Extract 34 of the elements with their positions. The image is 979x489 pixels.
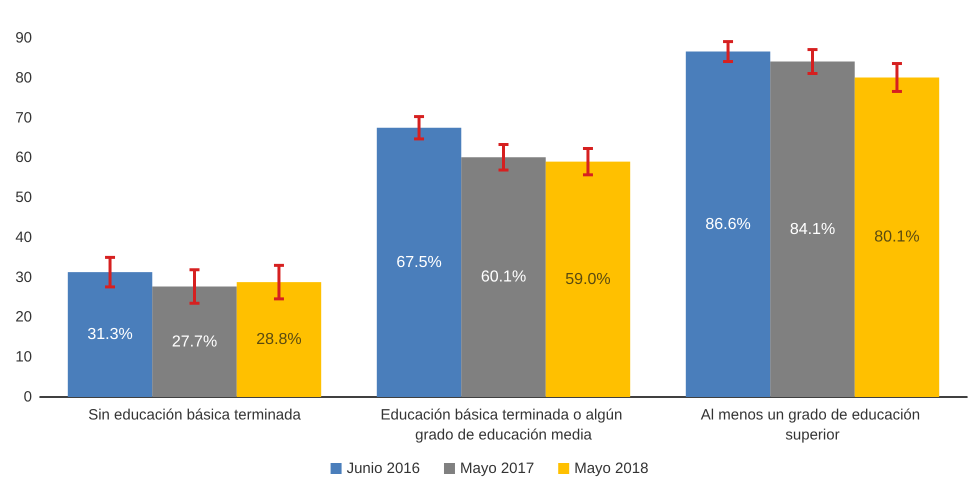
y-tick-label: 20 xyxy=(15,308,32,326)
bar xyxy=(854,77,940,397)
y-tick-label: 60 xyxy=(15,149,32,166)
legend-label: Mayo 2018 xyxy=(574,460,648,477)
data-label: 60.1% xyxy=(480,268,526,286)
y-tick-label: 70 xyxy=(15,109,32,126)
y-tick-label: 90 xyxy=(15,30,32,46)
x-tick-label: Educación básica terminada o algún grado de educación media xyxy=(380,406,626,444)
bar xyxy=(236,282,322,397)
y-tick-label: 50 xyxy=(15,189,32,206)
y-tick-label: 80 xyxy=(15,69,32,86)
bar xyxy=(152,286,237,397)
data-label: 59.0% xyxy=(565,270,611,288)
data-label: 80.1% xyxy=(874,228,920,246)
bar xyxy=(770,62,855,397)
legend-label: Mayo 2017 xyxy=(460,460,534,477)
y-tick-label: 40 xyxy=(15,228,32,246)
bar xyxy=(686,52,770,397)
y-tick-label: 30 xyxy=(15,268,32,286)
data-label: 27.7% xyxy=(172,333,218,350)
data-label: 67.5% xyxy=(396,254,442,271)
y-tick-label: 0 xyxy=(24,388,32,406)
legend-label: Junio 2016 xyxy=(346,460,420,477)
data-label: 86.6% xyxy=(705,216,751,233)
bar xyxy=(461,157,546,397)
x-tick-label: Sin educación básica terminada xyxy=(88,406,302,424)
data-label: 84.1% xyxy=(790,220,836,238)
x-tick-label: Al menos un grado de educación superior xyxy=(700,406,924,444)
data-label: 28.8% xyxy=(256,331,302,348)
data-label: 31.3% xyxy=(87,326,133,344)
bar xyxy=(68,272,152,397)
y-tick-label: 10 xyxy=(15,348,32,366)
bar xyxy=(376,128,462,397)
bar xyxy=(546,162,630,397)
